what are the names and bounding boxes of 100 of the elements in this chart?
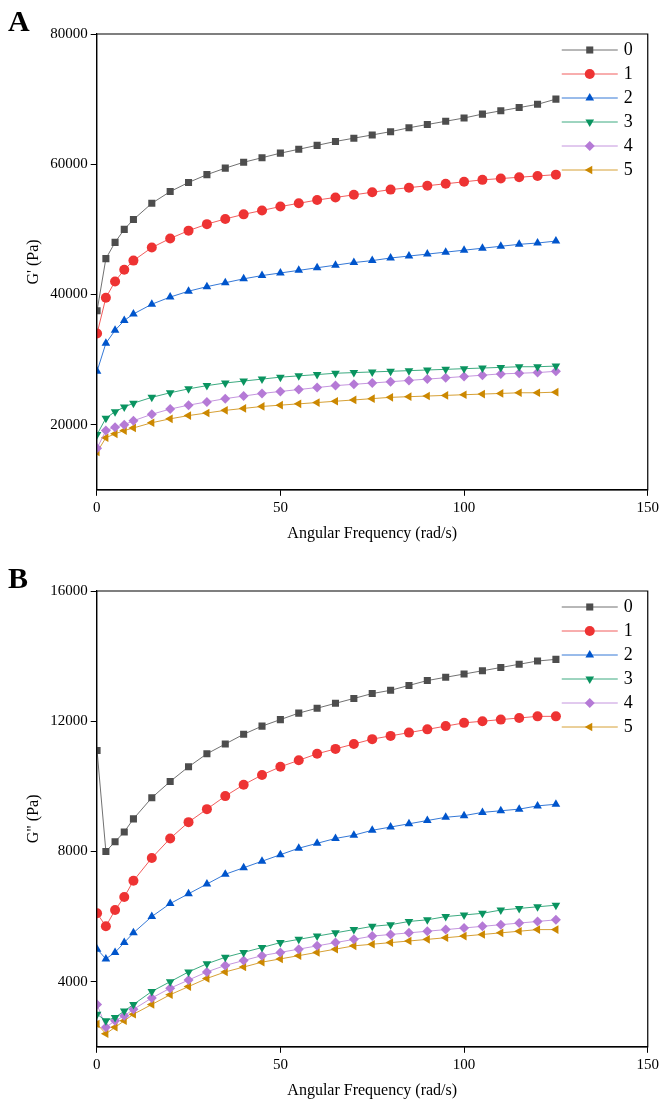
point (275, 400, 283, 410)
point (102, 847, 110, 855)
point (257, 270, 267, 279)
point (349, 257, 359, 266)
point (423, 249, 432, 257)
legend-label: 0 (623, 38, 633, 59)
x-tick-label: 50 (272, 1055, 288, 1072)
point (514, 364, 524, 372)
point (313, 141, 321, 149)
point (403, 182, 414, 193)
point (238, 955, 249, 966)
point (350, 134, 358, 142)
point (202, 281, 212, 290)
point (551, 236, 561, 244)
point (257, 769, 268, 780)
point (183, 225, 194, 236)
point (294, 373, 304, 381)
point (514, 905, 524, 914)
point (220, 393, 231, 404)
point (403, 727, 414, 738)
point (257, 205, 268, 216)
point (478, 243, 487, 251)
point (459, 810, 469, 819)
point (238, 404, 247, 413)
legend-label: 5 (623, 715, 633, 736)
point (367, 255, 377, 264)
y-tick-label: 8000 (57, 842, 88, 859)
point (119, 419, 130, 430)
point (165, 414, 173, 424)
point (146, 409, 157, 420)
point (294, 936, 304, 945)
point (220, 406, 228, 415)
point (368, 690, 376, 698)
x-tick-label: 100 (452, 498, 476, 515)
point (184, 888, 193, 897)
point (460, 670, 468, 678)
x-tick-label: 0 (92, 498, 101, 515)
text: A (8, 3, 30, 37)
point (257, 388, 268, 399)
point (312, 940, 323, 951)
point (183, 975, 194, 986)
x-tick-label: 100 (452, 1055, 476, 1072)
legend-label: 4 (623, 691, 633, 712)
point (239, 862, 248, 871)
point (385, 938, 394, 947)
point (313, 704, 321, 712)
point (387, 686, 395, 694)
point (515, 104, 523, 112)
y-tick-label: 80000 (50, 24, 88, 41)
point (185, 763, 193, 771)
point (293, 198, 304, 209)
point (238, 391, 249, 402)
point (385, 376, 396, 387)
point (293, 399, 302, 409)
point (550, 387, 559, 397)
point (166, 777, 174, 785)
point (110, 422, 121, 433)
point (387, 128, 395, 136)
x-tick-label: 50 (272, 498, 288, 515)
point (238, 779, 249, 790)
point (551, 902, 561, 911)
y-tick-label: 20000 (50, 415, 88, 432)
y-axis-title: G" (Pa) (23, 794, 42, 844)
point (129, 1001, 138, 1010)
point (203, 171, 211, 179)
point (368, 131, 376, 139)
point (330, 192, 341, 203)
point (367, 369, 377, 377)
point (202, 961, 212, 969)
point (220, 791, 231, 802)
point (240, 158, 248, 166)
point (550, 925, 559, 934)
point (442, 673, 450, 681)
point (386, 368, 395, 377)
point (478, 910, 487, 919)
point (293, 944, 304, 955)
point (515, 660, 523, 668)
y-tick-label: 40000 (50, 285, 88, 302)
point (221, 164, 229, 172)
point (367, 825, 377, 833)
point (440, 372, 451, 383)
point (495, 714, 506, 725)
point (532, 925, 541, 934)
x-tick-label: 0 (92, 1055, 101, 1072)
point (165, 292, 175, 300)
point (349, 927, 359, 935)
point (203, 750, 211, 758)
point (110, 325, 120, 333)
point (367, 931, 378, 942)
point (552, 95, 560, 103)
x-tick-label: 150 (636, 1055, 659, 1072)
point (166, 188, 174, 196)
point (550, 169, 561, 180)
point (422, 926, 433, 937)
point (165, 983, 176, 994)
point (275, 761, 286, 772)
point (276, 716, 284, 724)
y-tick-label: 16000 (50, 581, 88, 598)
point (119, 937, 129, 946)
point (276, 149, 284, 157)
